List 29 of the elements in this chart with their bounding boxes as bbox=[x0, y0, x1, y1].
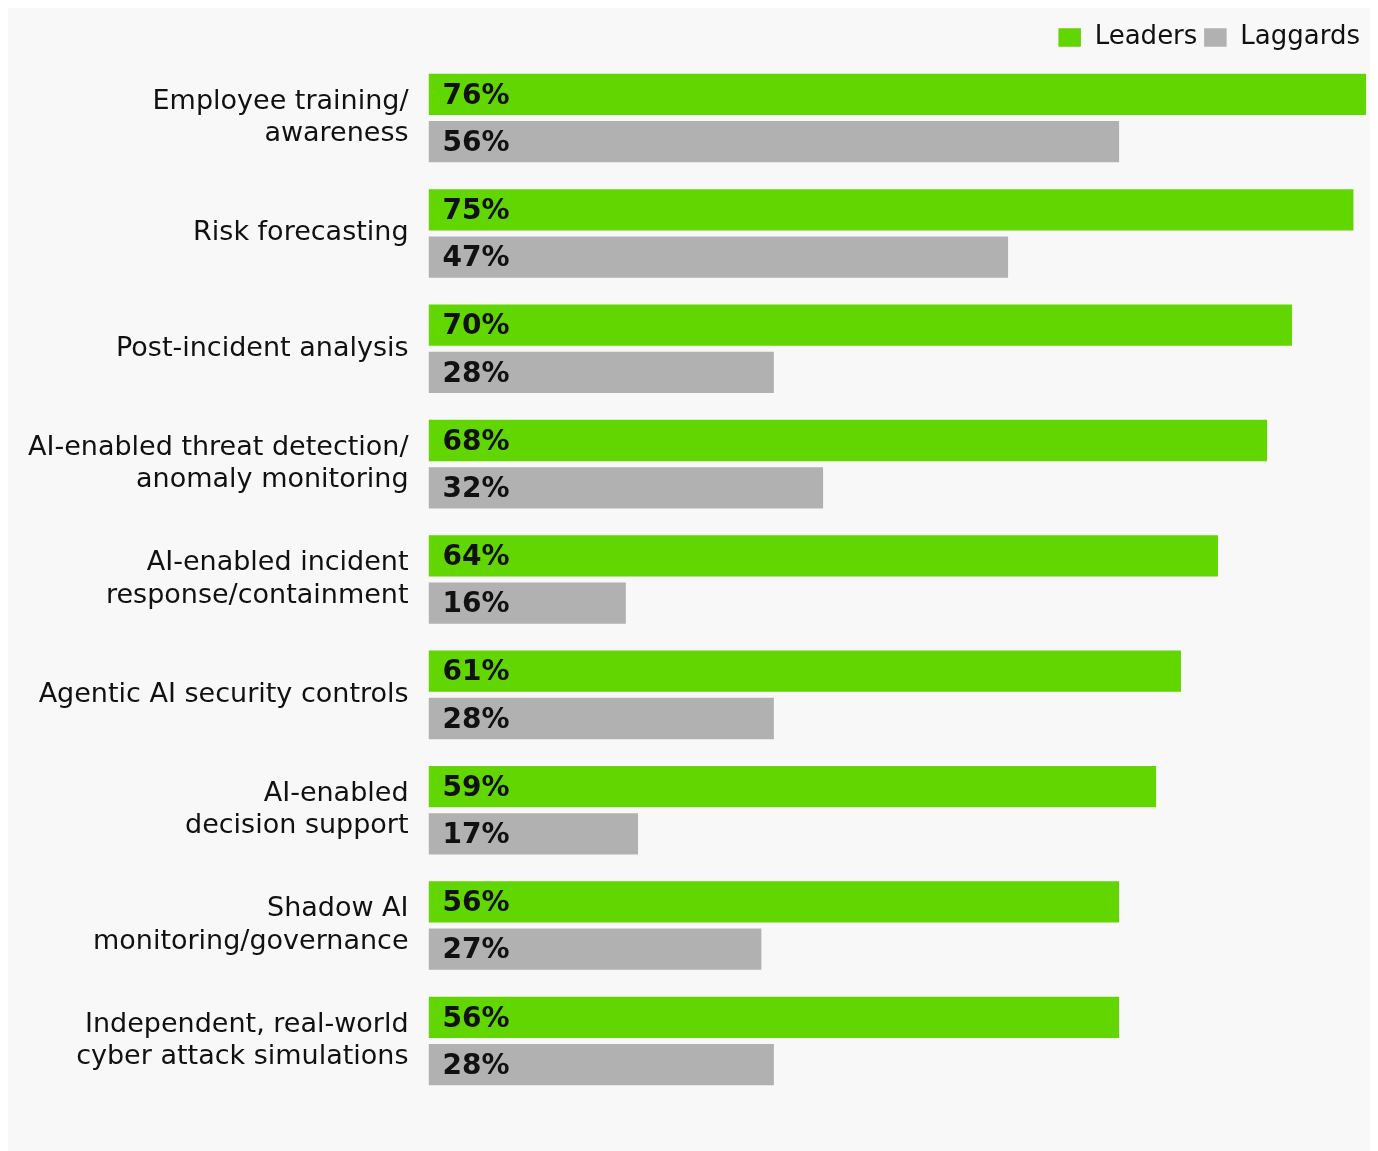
data-label: 61% bbox=[442, 654, 510, 688]
data-label: 70% bbox=[442, 308, 510, 342]
data-label: 56% bbox=[442, 885, 510, 919]
data-label: 68% bbox=[442, 423, 510, 457]
data-label: 27% bbox=[442, 932, 510, 966]
y-tick-label: AI-enabled incident response/containment bbox=[105, 545, 409, 609]
legend-label: Laggards bbox=[1240, 20, 1360, 51]
y-tick-label: AI-enabled decision support bbox=[185, 776, 409, 840]
y-tick-label: Employee training/ awareness bbox=[152, 83, 410, 148]
data-label: 32% bbox=[442, 471, 510, 505]
y-tick-label: AI-enabled threat detection/ anomaly monitoring bbox=[28, 429, 410, 494]
legend-label: Leaders bbox=[1094, 20, 1198, 51]
data-label: 76% bbox=[442, 77, 510, 111]
data-label: 17% bbox=[442, 817, 510, 851]
data-label: 56% bbox=[442, 1000, 510, 1034]
y-tick-label: Risk forecasting bbox=[193, 215, 409, 247]
y-tick-label: Post-incident analysis bbox=[116, 330, 409, 362]
data-label: 28% bbox=[442, 701, 510, 735]
data-label: 56% bbox=[442, 125, 510, 159]
data-label: 47% bbox=[442, 240, 510, 274]
y-tick-label: Agentic AI security controls bbox=[38, 676, 409, 708]
data-label: 59% bbox=[442, 769, 510, 803]
y-tick-label: Shadow AI monitoring/governance bbox=[92, 891, 409, 955]
data-label: 28% bbox=[442, 1047, 510, 1081]
data-label: 75% bbox=[442, 193, 510, 227]
y-tick-label: Independent, real-world cyber attack simulations bbox=[76, 1006, 409, 1071]
data-label: 28% bbox=[442, 355, 510, 389]
data-label: 64% bbox=[442, 539, 510, 573]
data-label: 16% bbox=[442, 586, 510, 620]
